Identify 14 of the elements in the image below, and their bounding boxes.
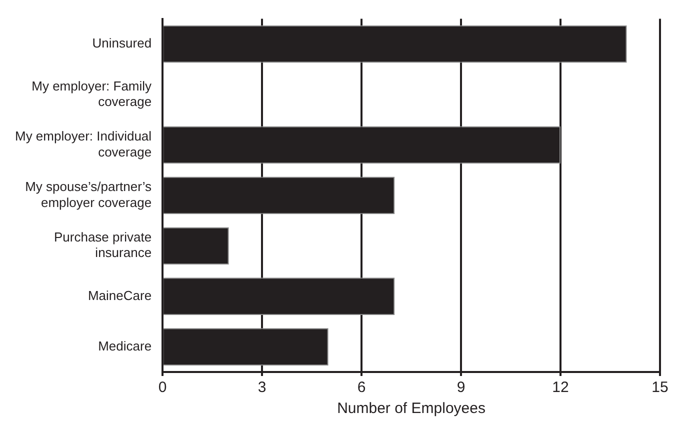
y-tick-label: My employer: Family coverage — [32, 78, 152, 109]
y-tick-label: MaineCare — [88, 288, 152, 303]
y-tick-label: Purchase private insurance — [54, 230, 152, 260]
y-tick-label: My employer: Individual coverage — [14, 128, 152, 160]
x-tick-label: 0 — [158, 379, 167, 396]
y-tick-label: My spouse’s/partner’s employer coverage — [25, 179, 152, 210]
x-axis-title: Number of Employees — [337, 400, 486, 418]
y-tick-label: Medicare — [98, 338, 152, 354]
x-tick-label: 3 — [258, 379, 266, 396]
x-tick-label: 15 — [652, 379, 668, 396]
y-tick-label: Uninsured — [92, 36, 152, 51]
x-tick-label: 6 — [357, 379, 366, 396]
x-tick-label: 12 — [552, 379, 569, 396]
x-tick-label: 9 — [456, 379, 466, 396]
